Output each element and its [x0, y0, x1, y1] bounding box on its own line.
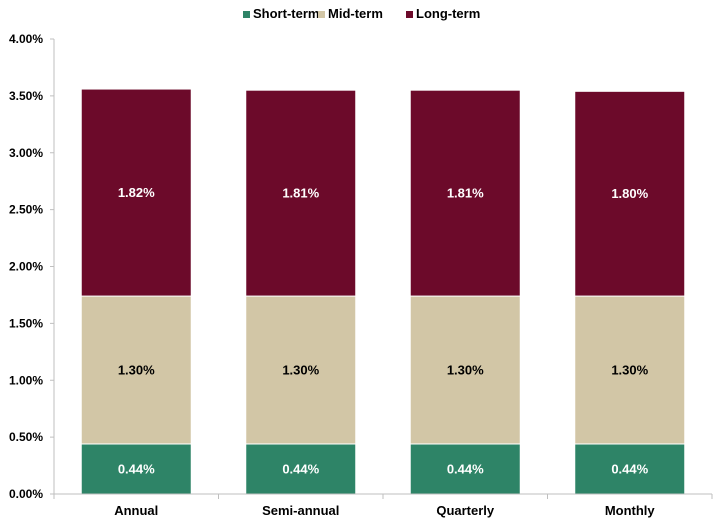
y-tick-label: 3.00% — [9, 146, 43, 160]
bar-segment-mid-term — [80, 295, 192, 445]
data-label: 1.30% — [282, 363, 319, 378]
data-label: 1.30% — [611, 363, 648, 378]
y-tick-label: 1.50% — [9, 316, 43, 330]
bar-segment-long-term — [245, 89, 357, 297]
data-label: 0.44% — [118, 461, 155, 476]
legend-label-mid-term: Mid-term — [328, 6, 383, 21]
y-tick-label: 2.50% — [9, 203, 43, 217]
y-tick-label: 3.50% — [9, 89, 43, 103]
data-label: 1.81% — [282, 186, 319, 201]
bar-segment-short-term — [409, 443, 521, 495]
bars-area: 0.44% 1.30% 1.82% 0.44% 1.30% 1.81% 0.44% 1.30%… — [80, 88, 686, 495]
legend-swatch-long-term — [406, 11, 413, 18]
bar-segment-mid-term — [245, 295, 357, 445]
x-tick-label: Monthly — [605, 503, 656, 518]
chart-legend: Short-term Mid-term Long-term — [243, 6, 480, 21]
x-tick-label: Annual — [114, 503, 158, 518]
legend-label-long-term: Long-term — [416, 6, 480, 21]
y-tick-label: 2.00% — [9, 260, 43, 274]
x-tick-label: Quarterly — [436, 503, 495, 518]
data-label: 1.82% — [118, 185, 155, 200]
data-label: 1.30% — [118, 363, 155, 378]
legend-label-short-term: Short-term — [253, 6, 319, 21]
bar-segment-long-term — [80, 88, 192, 297]
bar-segment-short-term — [574, 443, 686, 495]
bar-segment-long-term — [409, 89, 521, 297]
y-tick-label: 4.00% — [9, 32, 43, 46]
y-tick-label: 1.00% — [9, 373, 43, 387]
y-tick-label: 0.00% — [9, 487, 43, 501]
legend-swatch-short-term — [243, 11, 250, 18]
data-label: 1.80% — [611, 186, 648, 201]
data-label: 1.81% — [447, 186, 484, 201]
data-label: 0.44% — [282, 461, 319, 476]
x-tick-label: Semi-annual — [262, 503, 339, 518]
bar-segment-mid-term — [574, 295, 686, 445]
data-label: 0.44% — [447, 461, 484, 476]
data-label: 0.44% — [611, 461, 648, 476]
bar-segment-long-term — [574, 90, 686, 297]
data-label: 1.30% — [447, 363, 484, 378]
y-tick-label: 0.50% — [9, 430, 43, 444]
y-axis: 0.00% 0.50% 1.00% 1.50% 2.00% 2.50% 3.00% 3.50%… — [9, 32, 55, 501]
bar-segment-short-term — [245, 443, 357, 495]
x-axis: Annual Semi-annual Quarterly Monthly — [53, 493, 713, 518]
bar-segment-mid-term — [409, 295, 521, 445]
legend-swatch-mid-term — [318, 11, 325, 18]
